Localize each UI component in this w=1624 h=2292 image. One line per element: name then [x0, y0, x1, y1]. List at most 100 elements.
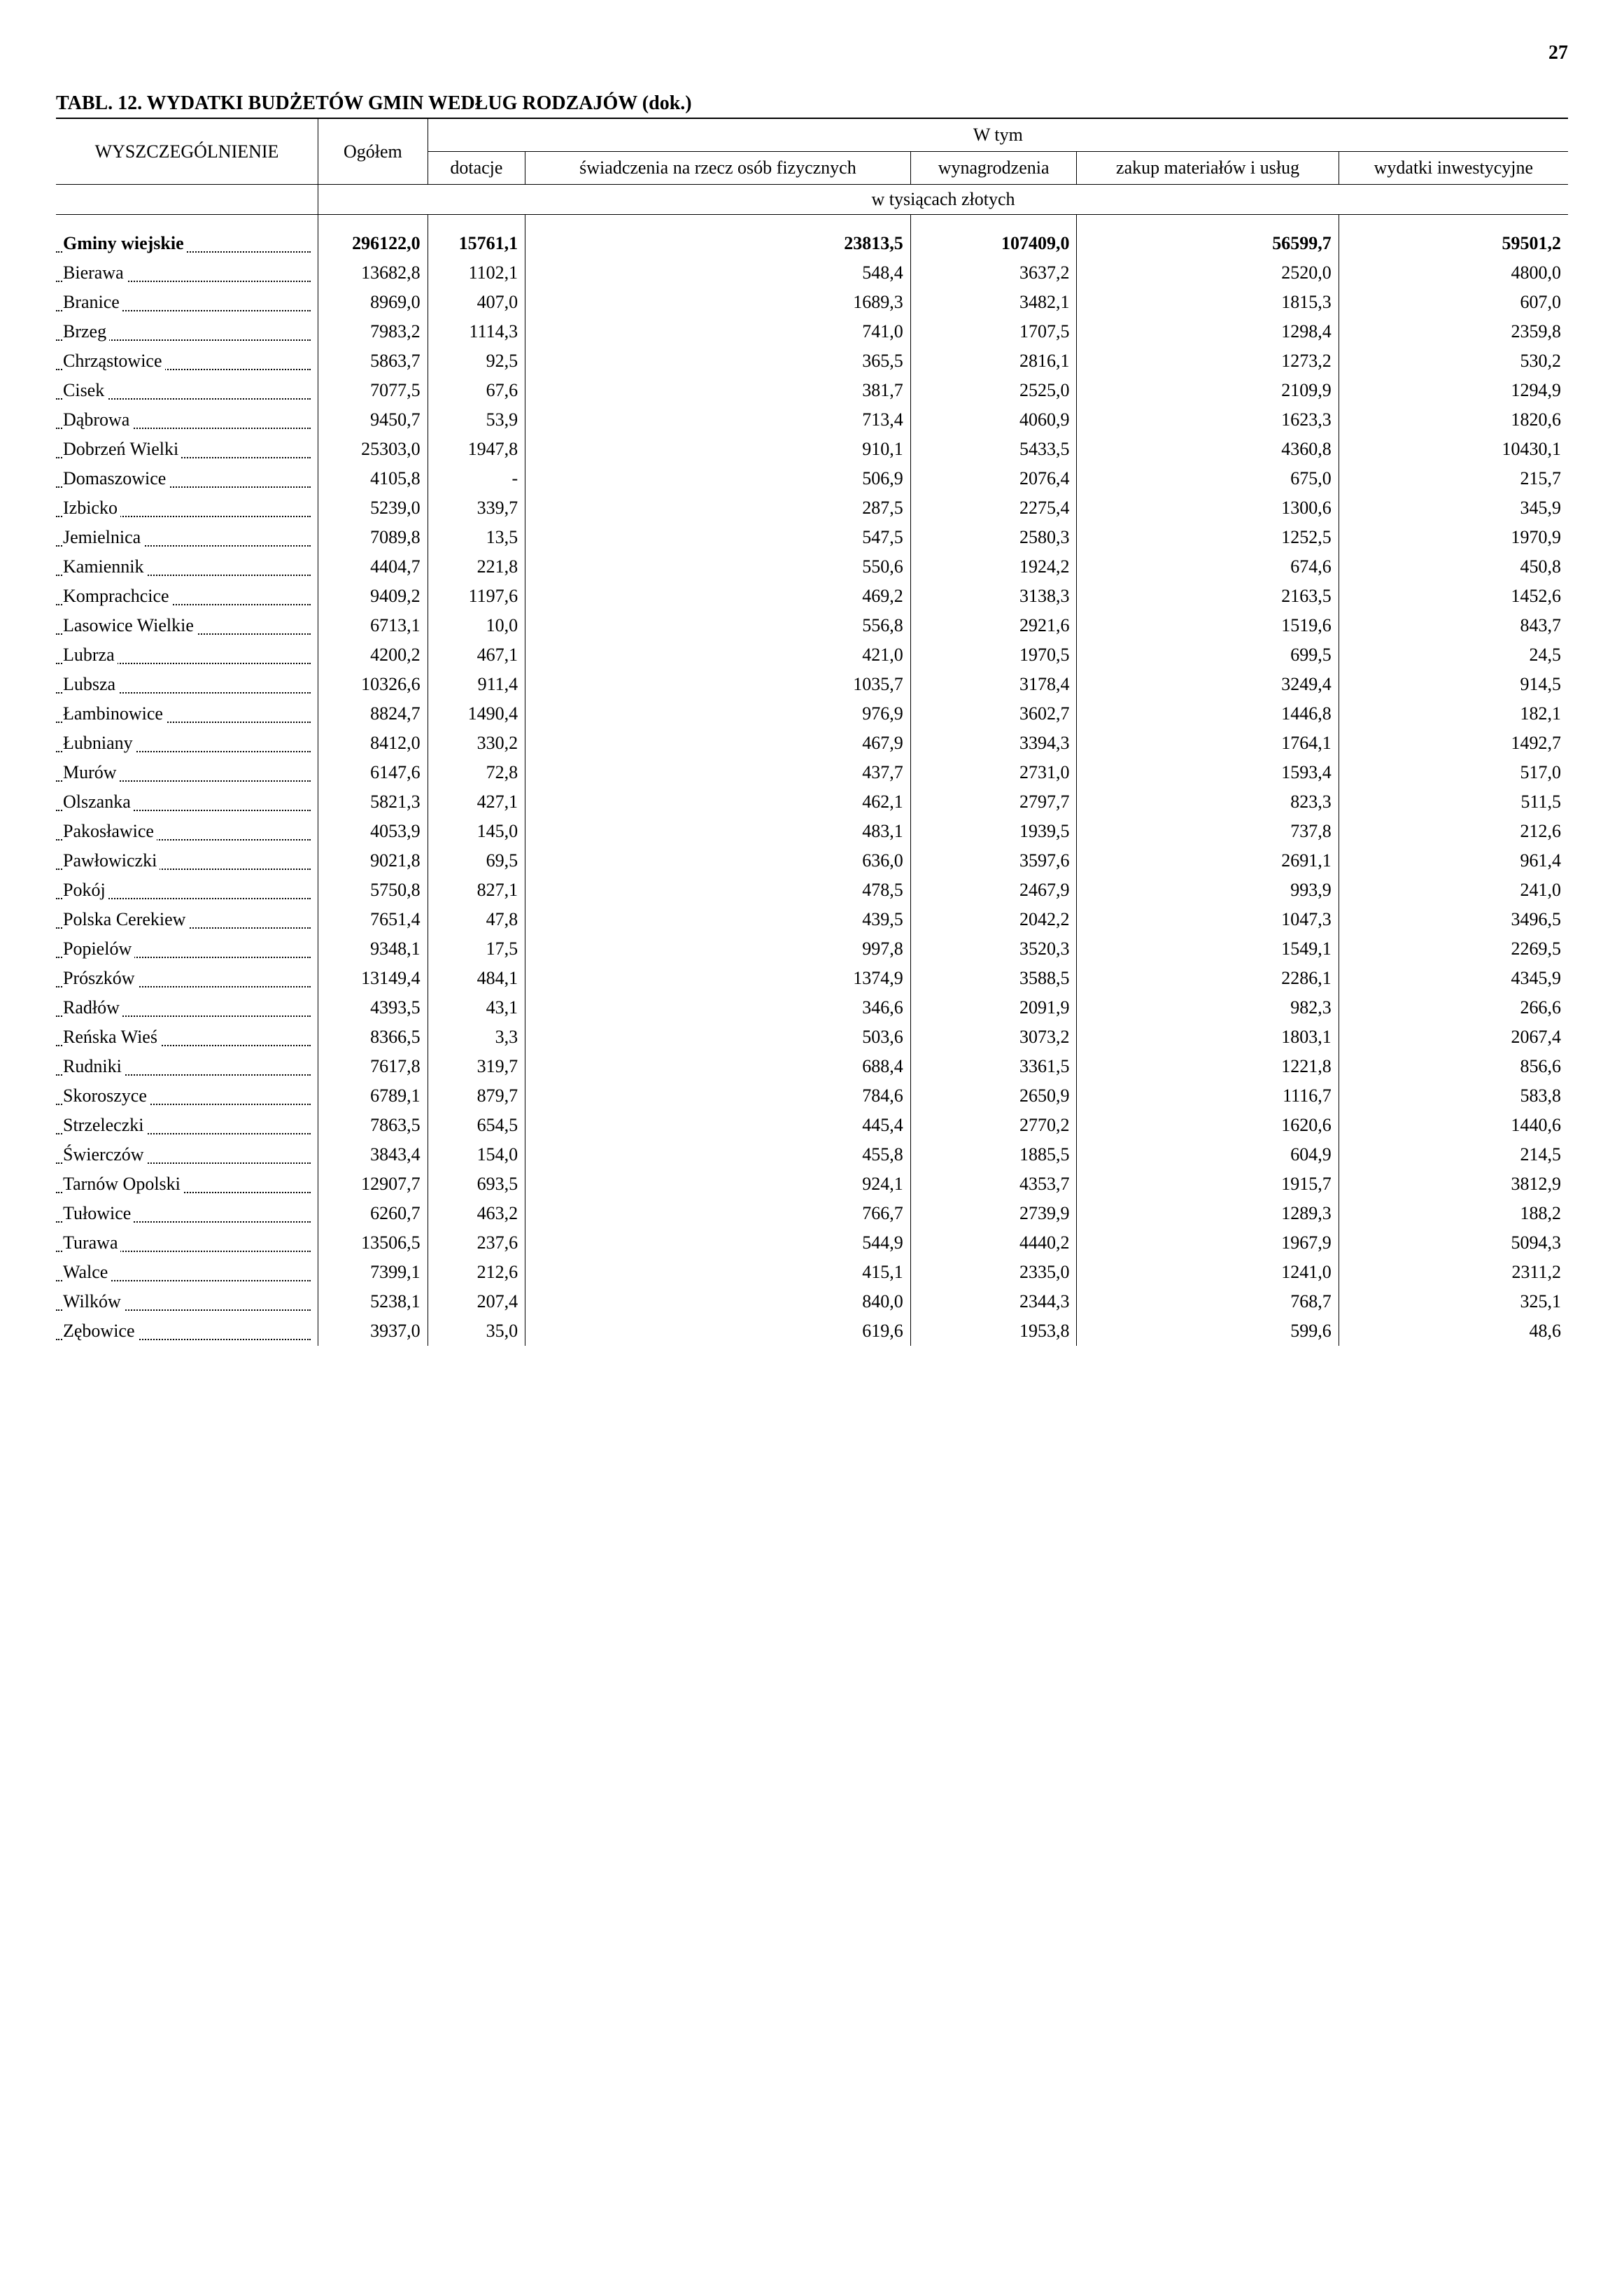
cell-value: 5094,3 — [1339, 1228, 1568, 1258]
cell-value: 2076,4 — [910, 464, 1077, 493]
cell-value: 415,1 — [525, 1258, 911, 1287]
cell-value: 23813,5 — [525, 229, 911, 258]
cell-value: 2042,2 — [910, 905, 1077, 934]
cell-value: 6147,6 — [318, 758, 428, 787]
cell-value: 2269,5 — [1339, 934, 1568, 964]
cell-value: 455,8 — [525, 1140, 911, 1169]
row-label: Bierawa — [56, 258, 318, 288]
table-row: Jemielnica 7089,813,5547,52580,31252,519… — [56, 523, 1568, 552]
cell-value: 1803,1 — [1077, 1022, 1339, 1052]
cell-value: 3496,5 — [1339, 905, 1568, 934]
cell-value: 4404,7 — [318, 552, 428, 582]
cell-value: 607,0 — [1339, 288, 1568, 317]
cell-value: 599,6 — [1077, 1316, 1339, 1346]
table-row: Radłów 4393,543,1346,62091,9982,3266,6 — [56, 993, 1568, 1022]
table-row: Walce 7399,1212,6415,12335,01241,02311,2 — [56, 1258, 1568, 1287]
cell-value: 5821,3 — [318, 787, 428, 817]
cell-value: 784,6 — [525, 1081, 911, 1111]
cell-value: 1593,4 — [1077, 758, 1339, 787]
cell-value: 381,7 — [525, 376, 911, 405]
cell-value: 2650,9 — [910, 1081, 1077, 1111]
cell-value: 544,9 — [525, 1228, 911, 1258]
cell-value: 3394,3 — [910, 729, 1077, 758]
cell-value: 13149,4 — [318, 964, 428, 993]
table-row: Komprachcice 9409,21197,6469,23138,32163… — [56, 582, 1568, 611]
cell-value: 550,6 — [525, 552, 911, 582]
table-row: Cisek 7077,567,6381,72525,02109,91294,9 — [56, 376, 1568, 405]
table-row: Tarnów Opolski 12907,7693,5924,14353,719… — [56, 1169, 1568, 1199]
cell-value: 737,8 — [1077, 817, 1339, 846]
cell-value: 1623,3 — [1077, 405, 1339, 435]
cell-value: 35,0 — [428, 1316, 525, 1346]
table-row: Wilków 5238,1207,4840,02344,3768,7325,1 — [56, 1287, 1568, 1316]
cell-value: 1549,1 — [1077, 934, 1339, 964]
row-label: Lubsza — [56, 670, 318, 699]
cell-value: 4440,2 — [910, 1228, 1077, 1258]
row-label: Murów — [56, 758, 318, 787]
cell-value: 4105,8 — [318, 464, 428, 493]
cell-value: 1915,7 — [1077, 1169, 1339, 1199]
cell-value: 1374,9 — [525, 964, 911, 993]
cell-value: 843,7 — [1339, 611, 1568, 640]
row-label: Walce — [56, 1258, 318, 1287]
header-zakup: zakup materiałów i usług — [1077, 152, 1339, 185]
table-row: Domaszowice 4105,8-506,92076,4675,0215,7 — [56, 464, 1568, 493]
cell-value: 1970,5 — [910, 640, 1077, 670]
cell-value: 879,7 — [428, 1081, 525, 1111]
cell-value: 1294,9 — [1339, 376, 1568, 405]
table-row: Pawłowiczki 9021,869,5636,03597,62691,19… — [56, 846, 1568, 876]
cell-value: 2359,8 — [1339, 317, 1568, 346]
cell-value: 421,0 — [525, 640, 911, 670]
table-row: Bierawa 13682,81102,1548,43637,22520,048… — [56, 258, 1568, 288]
cell-value: 506,9 — [525, 464, 911, 493]
cell-value: 427,1 — [428, 787, 525, 817]
cell-value: 8366,5 — [318, 1022, 428, 1052]
cell-value: 654,5 — [428, 1111, 525, 1140]
table-row: Olszanka 5821,3427,1462,12797,7823,3511,… — [56, 787, 1568, 817]
row-label: Chrząstowice — [56, 346, 318, 376]
row-label: Kamiennik — [56, 552, 318, 582]
cell-value: 961,4 — [1339, 846, 1568, 876]
cell-value: 107409,0 — [910, 229, 1077, 258]
row-label: Dąbrowa — [56, 405, 318, 435]
table-row: Polska Cerekiew 7651,447,8439,52042,2104… — [56, 905, 1568, 934]
cell-value: 911,4 — [428, 670, 525, 699]
row-label: Tułowice — [56, 1199, 318, 1228]
cell-value: 437,7 — [525, 758, 911, 787]
header-swiadczenia: świadczenia na rzecz osób fizycznych — [525, 152, 911, 185]
cell-value: 1252,5 — [1077, 523, 1339, 552]
cell-value: 4353,7 — [910, 1169, 1077, 1199]
cell-value: 9348,1 — [318, 934, 428, 964]
cell-value: 241,0 — [1339, 876, 1568, 905]
cell-value: 287,5 — [525, 493, 911, 523]
cell-value: 993,9 — [1077, 876, 1339, 905]
header-wydatki: wydatki inwesty­cyjne — [1339, 152, 1568, 185]
cell-value: 840,0 — [525, 1287, 911, 1316]
cell-value: 2770,2 — [910, 1111, 1077, 1140]
cell-value: 188,2 — [1339, 1199, 1568, 1228]
header-wtym: W tym — [428, 119, 1568, 152]
cell-value: 1102,1 — [428, 258, 525, 288]
table-title: TABL. 12. WYDATKI BUDŻETÓW GMIN WEDŁUG R… — [56, 92, 1568, 119]
table-row: Świerczów 3843,4154,0455,81885,5604,9214… — [56, 1140, 1568, 1169]
table-row: Branice 8969,0407,01689,33482,11815,3607… — [56, 288, 1568, 317]
cell-value: 3843,4 — [318, 1140, 428, 1169]
page-number: 27 — [56, 42, 1568, 64]
cell-value: 1885,5 — [910, 1140, 1077, 1169]
cell-value: 207,4 — [428, 1287, 525, 1316]
cell-value: 997,8 — [525, 934, 911, 964]
row-label: Łambinowice — [56, 699, 318, 729]
row-label: Reńska Wieś — [56, 1022, 318, 1052]
cell-value: 2344,3 — [910, 1287, 1077, 1316]
cell-value: 2580,3 — [910, 523, 1077, 552]
table-row: Murów 6147,672,8437,72731,01593,4517,0 — [56, 758, 1568, 787]
cell-value: 1116,7 — [1077, 1081, 1339, 1111]
cell-value: 741,0 — [525, 317, 911, 346]
cell-value: 548,4 — [525, 258, 911, 288]
cell-value: 6789,1 — [318, 1081, 428, 1111]
table-row: Rudniki 7617,8319,7688,43361,51221,8856,… — [56, 1052, 1568, 1081]
cell-value: 6713,1 — [318, 611, 428, 640]
cell-value: 365,5 — [525, 346, 911, 376]
cell-value: 439,5 — [525, 905, 911, 934]
row-label: Popielów — [56, 934, 318, 964]
